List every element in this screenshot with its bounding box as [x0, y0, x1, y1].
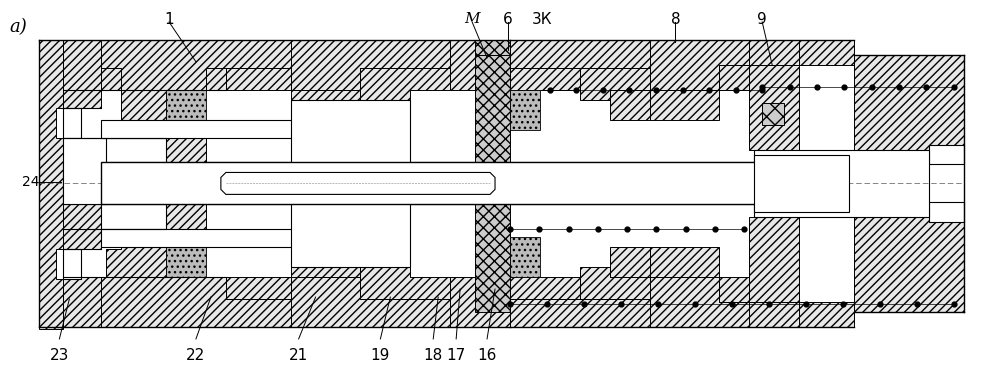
Text: 18: 18: [424, 348, 443, 363]
Bar: [63, 138, 106, 204]
Bar: [166, 229, 205, 277]
Text: 16: 16: [477, 348, 496, 363]
Polygon shape: [361, 68, 450, 120]
Polygon shape: [361, 247, 450, 299]
Polygon shape: [39, 40, 63, 329]
Polygon shape: [166, 138, 205, 163]
Polygon shape: [800, 40, 854, 65]
Bar: [102, 120, 391, 138]
Bar: [166, 90, 205, 138]
Polygon shape: [510, 299, 650, 327]
Polygon shape: [102, 277, 450, 327]
Polygon shape: [650, 277, 749, 327]
Bar: [762, 103, 784, 125]
Polygon shape: [102, 40, 450, 90]
Text: а): а): [9, 18, 27, 36]
Polygon shape: [854, 202, 964, 312]
Text: 3К: 3К: [532, 12, 552, 27]
Bar: [63, 108, 82, 138]
Polygon shape: [650, 247, 719, 277]
Bar: [510, 90, 540, 130]
Text: 23: 23: [49, 348, 69, 363]
Polygon shape: [580, 267, 650, 299]
Bar: [475, 55, 510, 312]
Polygon shape: [800, 302, 854, 327]
Bar: [475, 40, 510, 55]
Polygon shape: [63, 90, 102, 163]
Polygon shape: [166, 204, 205, 229]
Polygon shape: [510, 68, 580, 90]
Bar: [510, 237, 540, 277]
Polygon shape: [928, 145, 964, 164]
Bar: [65, 249, 82, 279]
Bar: [291, 100, 410, 267]
Polygon shape: [609, 90, 650, 120]
Polygon shape: [63, 40, 226, 90]
Polygon shape: [749, 65, 800, 149]
Bar: [63, 249, 82, 279]
Polygon shape: [221, 172, 495, 195]
Polygon shape: [205, 68, 226, 90]
Text: 22: 22: [186, 348, 205, 363]
Polygon shape: [226, 68, 291, 90]
Bar: [102, 204, 166, 229]
Polygon shape: [719, 65, 749, 90]
Text: 24: 24: [21, 175, 39, 189]
Polygon shape: [63, 277, 226, 327]
Polygon shape: [291, 247, 361, 277]
Polygon shape: [106, 90, 166, 138]
Text: M: M: [464, 12, 480, 26]
Polygon shape: [63, 204, 102, 277]
Polygon shape: [749, 217, 800, 302]
Polygon shape: [291, 40, 450, 90]
Polygon shape: [106, 229, 166, 277]
Polygon shape: [102, 68, 121, 90]
Bar: [65, 108, 82, 138]
Text: 9: 9: [757, 12, 767, 27]
Polygon shape: [291, 90, 361, 120]
Polygon shape: [928, 202, 964, 222]
Bar: [102, 163, 793, 204]
Bar: [102, 229, 391, 247]
Text: 6: 6: [504, 12, 513, 27]
Polygon shape: [719, 277, 749, 302]
Bar: [102, 138, 166, 163]
Polygon shape: [854, 55, 964, 164]
Polygon shape: [510, 277, 580, 299]
Bar: [754, 155, 849, 212]
Polygon shape: [291, 277, 450, 327]
Bar: [63, 163, 754, 204]
Text: 21: 21: [289, 348, 308, 363]
Polygon shape: [580, 68, 650, 100]
Text: 1: 1: [164, 12, 174, 27]
Polygon shape: [450, 40, 510, 90]
Text: 8: 8: [671, 12, 681, 27]
Text: 19: 19: [371, 348, 390, 363]
Polygon shape: [609, 247, 650, 277]
Polygon shape: [650, 40, 749, 90]
Polygon shape: [749, 40, 800, 65]
Polygon shape: [226, 277, 291, 299]
Polygon shape: [510, 40, 650, 68]
Text: 17: 17: [446, 348, 466, 363]
Polygon shape: [650, 90, 719, 120]
Bar: [754, 149, 928, 217]
Polygon shape: [749, 302, 800, 327]
Polygon shape: [450, 277, 510, 327]
